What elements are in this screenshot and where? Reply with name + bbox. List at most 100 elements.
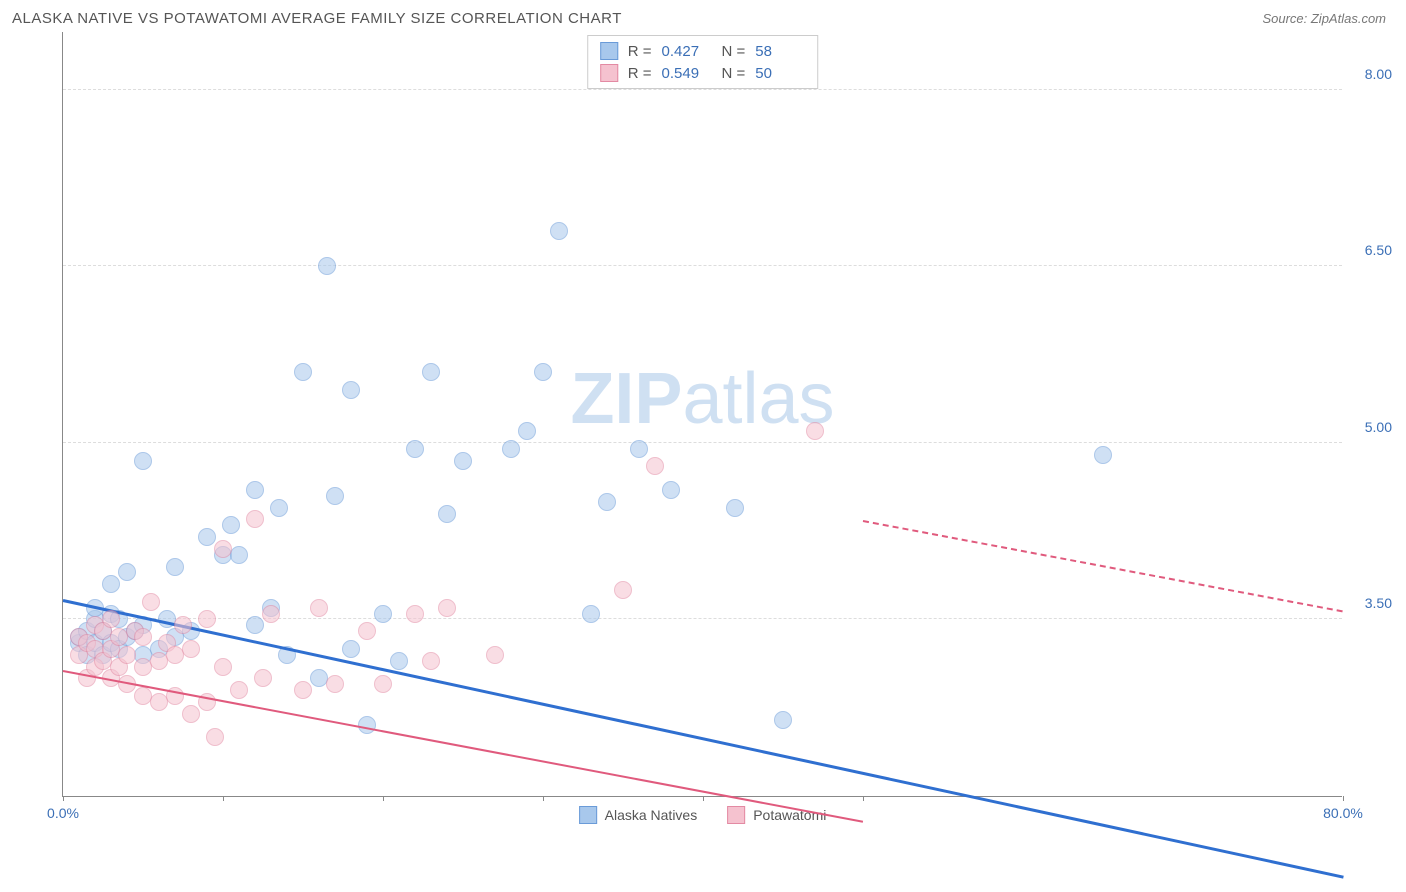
scatter-point (438, 599, 456, 617)
scatter-point (294, 363, 312, 381)
r-value: 0.549 (662, 65, 712, 82)
scatter-point (230, 546, 248, 564)
scatter-point (598, 493, 616, 511)
scatter-point (134, 452, 152, 470)
scatter-point (198, 528, 216, 546)
legend-item: Potawatomi (727, 806, 826, 824)
scatter-point (454, 452, 472, 470)
r-label: R = (628, 43, 652, 60)
scatter-point (342, 381, 360, 399)
scatter-point (118, 646, 136, 664)
x-tick-label: 0.0% (47, 805, 79, 821)
scatter-point (326, 675, 344, 693)
legend-label: Alaska Natives (605, 807, 698, 823)
scatter-point (726, 499, 744, 517)
n-value: 50 (755, 65, 805, 82)
legend-item: Alaska Natives (579, 806, 698, 824)
scatter-point (326, 487, 344, 505)
scatter-point (182, 640, 200, 658)
scatter-point (438, 505, 456, 523)
scatter-point (134, 628, 152, 646)
x-tick-label: 80.0% (1323, 805, 1363, 821)
n-label: N = (722, 43, 746, 60)
scatter-point (318, 257, 336, 275)
scatter-point (550, 222, 568, 240)
trend-line (63, 599, 1344, 879)
scatter-point (214, 658, 232, 676)
watermark: ZIPatlas (570, 358, 834, 440)
scatter-point (390, 652, 408, 670)
scatter-point (502, 440, 520, 458)
x-tick-mark (1343, 796, 1344, 801)
scatter-point (254, 669, 272, 687)
scatter-point (518, 422, 536, 440)
scatter-point (374, 675, 392, 693)
legend-swatch (579, 806, 597, 824)
scatter-point (806, 422, 824, 440)
scatter-point (294, 681, 312, 699)
scatter-point (406, 605, 424, 623)
trend-line (863, 520, 1343, 612)
scatter-point (262, 605, 280, 623)
scatter-point (270, 499, 288, 517)
scatter-point (206, 728, 224, 746)
source-label: Source: ZipAtlas.com (1262, 11, 1386, 26)
scatter-point (174, 616, 192, 634)
y-tick-label: 3.50 (1365, 595, 1392, 611)
scatter-point (614, 581, 632, 599)
scatter-point (358, 622, 376, 640)
scatter-point (406, 440, 424, 458)
x-tick-mark (383, 796, 384, 801)
scatter-point (102, 610, 120, 628)
scatter-point (422, 363, 440, 381)
scatter-point (230, 681, 248, 699)
scatter-point (486, 646, 504, 664)
chart-title: ALASKA NATIVE VS POTAWATOMI AVERAGE FAMI… (12, 10, 622, 27)
legend-label: Potawatomi (753, 807, 826, 823)
scatter-point (774, 711, 792, 729)
r-value: 0.427 (662, 43, 712, 60)
scatter-point (630, 440, 648, 458)
scatter-point (1094, 446, 1112, 464)
gridline (63, 442, 1342, 443)
scatter-point (246, 510, 264, 528)
legend-swatch (600, 64, 618, 82)
x-tick-mark (543, 796, 544, 801)
legend-swatch (600, 42, 618, 60)
scatter-point (422, 652, 440, 670)
stats-legend-box: R = 0.427 N = 58 R = 0.549 N = 50 (587, 35, 819, 89)
r-label: R = (628, 65, 652, 82)
scatter-point (246, 616, 264, 634)
scatter-point (102, 575, 120, 593)
x-tick-mark (863, 796, 864, 801)
scatter-point (198, 610, 216, 628)
x-tick-mark (703, 796, 704, 801)
n-value: 58 (755, 43, 805, 60)
scatter-point (246, 481, 264, 499)
stats-row: R = 0.549 N = 50 (600, 62, 806, 84)
scatter-point (646, 457, 664, 475)
stats-row: R = 0.427 N = 58 (600, 40, 806, 62)
x-tick-mark (63, 796, 64, 801)
scatter-point (374, 605, 392, 623)
scatter-point (582, 605, 600, 623)
x-tick-mark (223, 796, 224, 801)
scatter-point (310, 599, 328, 617)
scatter-point (534, 363, 552, 381)
gridline (63, 265, 1342, 266)
y-tick-label: 6.50 (1365, 242, 1392, 258)
y-tick-label: 5.00 (1365, 419, 1392, 435)
scatter-point (166, 558, 184, 576)
legend-swatch (727, 806, 745, 824)
scatter-point (214, 540, 232, 558)
scatter-point (342, 640, 360, 658)
n-label: N = (722, 65, 746, 82)
scatter-point (118, 563, 136, 581)
scatter-point (222, 516, 240, 534)
plot-area: ZIPatlas R =0.427N =58R =0.549N =50 Alas… (62, 32, 1342, 797)
gridline (63, 89, 1342, 90)
scatter-point (182, 705, 200, 723)
scatter-point (142, 593, 160, 611)
scatter-point (662, 481, 680, 499)
y-tick-label: 8.00 (1365, 66, 1392, 82)
